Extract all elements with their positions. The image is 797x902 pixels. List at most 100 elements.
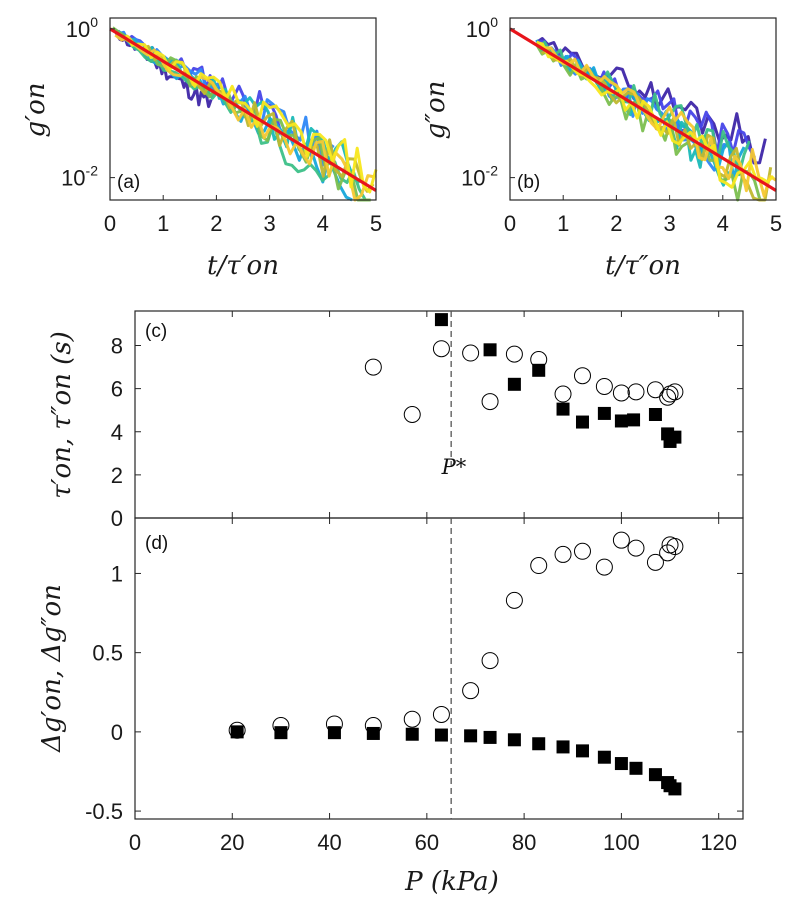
panel-d-filled-square-marker <box>483 730 497 744</box>
panel-c-ytick-label: 0 <box>111 506 123 531</box>
panel-d-open-circle-marker <box>646 553 664 571</box>
panel-d-filled-square-marker <box>405 727 419 741</box>
panel-d-open-circle-marker <box>481 652 499 670</box>
panel-b-xtick-label: 2 <box>610 211 622 236</box>
panel-d-ytick-label: 0.5 <box>92 641 123 666</box>
panel-d-ytick-label: -0.5 <box>85 799 123 824</box>
panel-b-xtick-label: 5 <box>770 211 782 236</box>
panel-c-ytick-label: 6 <box>111 377 123 402</box>
panel-d-filled-square-marker <box>434 728 448 742</box>
panel-c-ytick-label: 8 <box>111 334 123 359</box>
panel-d-ylabel: Δg′on, Δg″on <box>37 584 67 753</box>
panel-c-open-circle-marker <box>432 340 450 358</box>
pstar-annotation: P* <box>441 455 467 479</box>
panel-d-open-circle-marker <box>666 538 684 556</box>
panel-c-ticks: 0 2 4 6 8 <box>111 311 743 531</box>
panel-b-xtick-label: 0 <box>504 211 516 236</box>
panel-d-open-circle-marker <box>612 531 630 549</box>
panel-c-filled-square-marker <box>648 408 662 421</box>
panel-b-xtick-label: 1 <box>557 211 569 236</box>
panel-d-open-circle-marker <box>403 710 421 728</box>
panel-d-ytick-label: 0 <box>111 720 123 745</box>
panel-c-open-circle-marker <box>595 377 613 395</box>
panel-a-xtick-label: 0 <box>104 211 116 236</box>
panel-b-ticks: 0 1 2 3 4 5 100 10-2 <box>461 14 782 236</box>
panel-a-xtick-label: 5 <box>370 211 382 236</box>
panel-a-ytick-label: 100 <box>66 14 98 42</box>
panel-c-ytick-label: 2 <box>111 463 123 488</box>
panel-a: 0 1 2 3 4 5 100 10-2 (a) t/τ′on g′on <box>21 14 382 281</box>
panel-b-xlabel: t/τ″on <box>605 251 681 281</box>
panel-d-ticks: -0.500.510 20 40 60 80 100 120 <box>85 518 743 855</box>
panel-c-open-circle-marker <box>462 344 480 362</box>
panel-d-open-circle-marker <box>554 545 572 563</box>
panel-c-filled-square-marker <box>434 313 448 327</box>
panel-c-open-circle-marker <box>481 393 499 411</box>
panel-c-markers <box>364 313 684 448</box>
panel-d-filled-square-marker <box>230 725 244 739</box>
panel-c-open-circle-marker <box>403 406 421 423</box>
panel-d-xlabel: P (kPa) <box>404 867 499 897</box>
panel-d-xtick-label: 40 <box>317 830 341 855</box>
panel-c-open-circle-marker <box>573 367 591 385</box>
panel-d-open-circle-marker <box>462 682 480 700</box>
panel-c-filled-square-marker <box>614 414 628 428</box>
panel-c-filled-square-marker <box>483 343 497 357</box>
panel-d-open-circle-marker <box>573 542 591 560</box>
panel-a-xlabel: t/τ′on <box>207 251 279 281</box>
panel-d-filled-square-marker <box>614 757 628 771</box>
panel-b-fit-line <box>509 27 777 192</box>
panel-a-xtick-label: 1 <box>157 211 169 236</box>
panel-d-xtick-label: 100 <box>603 830 640 855</box>
panel-d-open-circle-marker <box>627 539 645 557</box>
panel-c-open-circle-marker <box>505 345 523 363</box>
panel-d-xtick-label: 120 <box>700 830 737 855</box>
panel-a-curve-1 <box>112 28 213 109</box>
panel-c-ytick-label: 4 <box>111 420 123 445</box>
panel-d-filled-square-marker <box>556 740 570 754</box>
panel-c-filled-square-marker <box>507 377 521 391</box>
panel-d: -0.500.510 20 40 60 80 100 120 (d) P (kPa) Δg′… <box>37 517 744 897</box>
panel-d-filled-square-marker <box>274 726 288 740</box>
panel-a-frame <box>109 17 377 201</box>
panel-d-xtick-label: 80 <box>512 830 536 855</box>
panel-b-ylabel: g″on <box>421 81 451 140</box>
panel-d-frame <box>134 517 744 820</box>
panel-c-filled-square-marker <box>575 415 589 429</box>
panel-d-open-circle-marker <box>595 558 613 576</box>
panel-b-ytick-label: 100 <box>466 14 498 42</box>
panel-c-open-circle-marker <box>627 383 645 401</box>
panel-d-filled-square-marker <box>366 726 380 740</box>
panel-a-ylabel: g′on <box>21 83 51 138</box>
panel-d-label: (d) <box>145 533 168 554</box>
panel-c-filled-square-marker <box>627 413 641 427</box>
panel-c-filled-square-marker <box>556 402 570 416</box>
panel-d-filled-square-marker <box>597 750 611 764</box>
panel-a-xtick-label: 3 <box>263 211 275 236</box>
panel-a-fit-line <box>109 27 377 192</box>
panel-d-open-circle-marker <box>432 705 450 723</box>
panel-c: 0 2 4 6 8 (c) P* τ′on, τ″on (s) <box>47 310 744 531</box>
panel-b-curve-10 <box>536 40 775 189</box>
panel-a-ticks: 0 1 2 3 4 5 100 10-2 <box>61 14 382 236</box>
panel-c-open-circle-marker <box>364 358 382 376</box>
panel-a-label: (a) <box>117 172 140 193</box>
panel-b-xtick-label: 4 <box>717 211 729 236</box>
panel-c-filled-square-marker <box>597 406 611 420</box>
panel-d-filled-square-marker <box>327 726 341 740</box>
panel-d-markers <box>228 531 684 796</box>
panel-d-open-circle-marker <box>530 557 548 575</box>
panel-d-xtick-label: 20 <box>220 830 244 855</box>
panel-c-filled-square-marker <box>668 430 682 444</box>
panel-d-xtick-label: 60 <box>415 830 439 855</box>
panel-d-filled-square-marker <box>575 744 589 758</box>
panel-d-filled-square-marker <box>668 782 682 796</box>
panel-d-filled-square-marker <box>464 729 478 743</box>
panel-c-open-circle-marker <box>646 381 664 399</box>
panel-c-label: (c) <box>145 321 167 342</box>
panel-b-label: (b) <box>517 172 540 193</box>
panel-a-xtick-label: 4 <box>317 211 329 236</box>
panel-c-filled-square-marker <box>532 363 546 377</box>
panel-c-open-circle-marker <box>612 384 630 402</box>
